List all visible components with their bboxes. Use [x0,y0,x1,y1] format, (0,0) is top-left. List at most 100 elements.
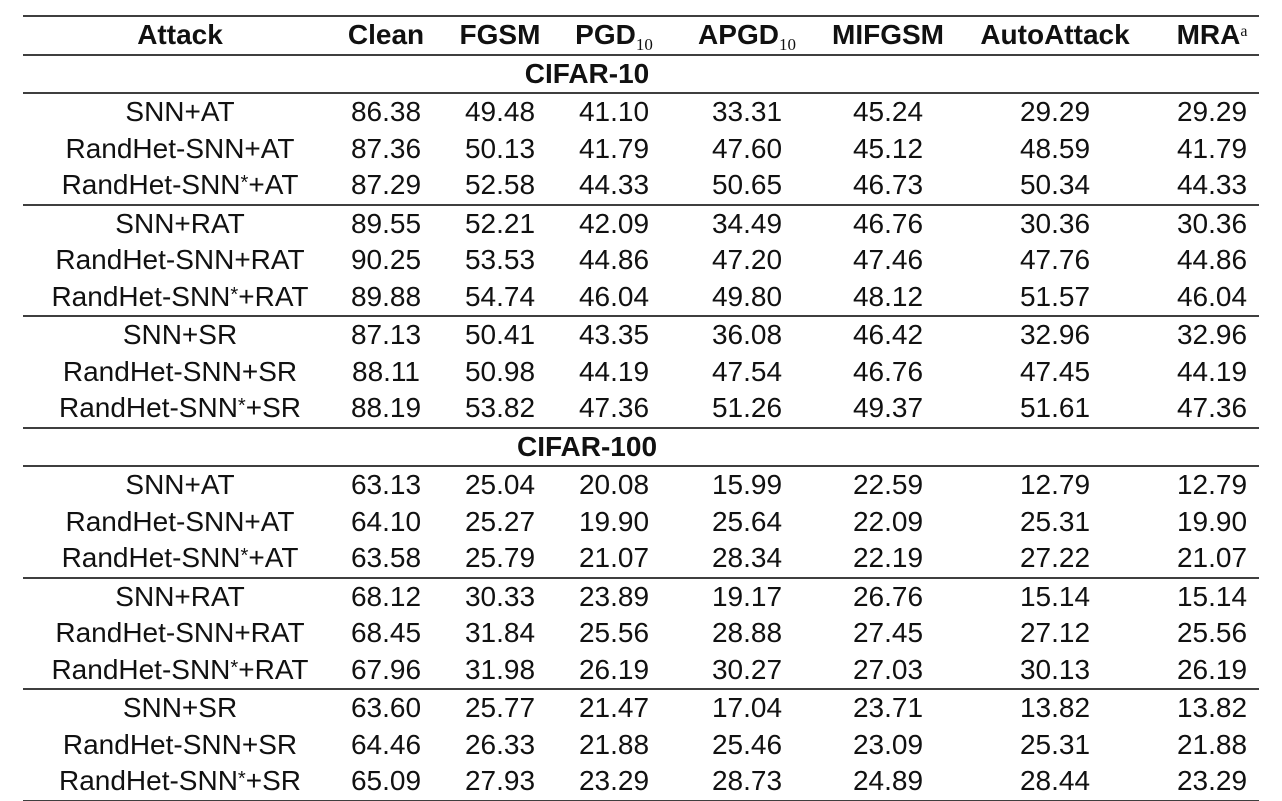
value-cell: 21.47 [578,692,650,723]
value-cell: 28.73 [711,765,783,796]
column-header-autoattack: AutoAttack [980,19,1130,50]
asterisk-superscript: * [240,545,249,567]
value-cell: 19.90 [1176,505,1248,537]
table-row: SNN+RAT 89.55 52.21 42.09 34.49 46.76 30.36 30.… [23,205,1259,243]
value-cell: 49.48 [464,96,536,127]
value-cell: 28.34 [711,542,783,573]
attack-name-cell: RandHet-SNN+AT [65,505,295,537]
value-cell: 21.07 [578,542,650,573]
table-row: RandHet-SNN*+SR 65.09 27.93 23.29 28.73 24.89… [23,763,1259,801]
value-cell: 28.88 [711,617,783,648]
table-row: SNN+SR 87.13 50.41 43.35 36.08 46.42 32.96 32.9… [23,316,1259,354]
table-row: RandHet-SNN+AT 64.10 25.27 19.90 25.64 22.09 2… [23,504,1259,541]
value-cell: 50.13 [464,132,536,164]
header-row: Attack Clean FGSM PGD10 APGD10 MIFGSM AutoAtta… [23,16,1259,55]
value-cell: 23.09 [852,728,924,760]
attack-name-cell: SNN+SR [122,692,238,723]
table-row: RandHet-SNN+AT 87.36 50.13 41.79 47.60 45.12 4… [23,131,1259,168]
value-cell: 87.29 [350,169,422,200]
attack-name-cell: RandHet-SNN*+RAT [51,280,309,312]
value-cell: 65.09 [350,765,422,796]
section-title-row: CIFAR-10 [23,55,1259,93]
value-cell: 68.45 [350,617,422,648]
value-cell: 47.36 [578,392,650,423]
value-cell: 29.29 [1019,96,1091,127]
value-cell: 46.42 [852,319,924,350]
value-cell: 25.77 [464,692,536,723]
value-cell: 26.33 [464,728,536,760]
value-cell: 49.37 [852,392,924,423]
value-cell: 47.46 [852,244,924,275]
value-cell: 19.17 [711,580,783,612]
section-title-row: CIFAR-100 [23,428,1259,467]
table-row: RandHet-SNN*+RAT 89.88 54.74 46.04 49.80 48.1… [23,279,1259,316]
asterisk-superscript: * [230,656,239,679]
value-cell: 32.96 [1019,319,1091,350]
table-row: SNN+RAT 68.12 30.33 23.89 19.17 26.76 15.14 15.… [23,578,1259,616]
value-cell: 41.10 [578,96,650,127]
asterisk-superscript: * [237,395,246,417]
column-header-mifgsm: MIFGSM [832,19,944,50]
value-cell: 26.19 [1176,653,1248,685]
value-cell: 15.14 [1019,580,1091,612]
table-row: RandHet-SNN+SR 64.46 26.33 21.88 25.46 23.09 2… [23,727,1259,764]
value-cell: 89.88 [350,280,422,312]
attack-name-cell: RandHet-SNN*+RAT [51,653,309,685]
value-cell: 88.19 [350,392,422,423]
value-cell: 64.46 [350,728,422,760]
table-row: SNN+SR 63.60 25.77 21.47 17.04 23.71 13.82 13.8… [23,689,1259,727]
value-cell: 90.25 [350,244,422,275]
value-cell: 67.96 [350,653,422,685]
value-cell: 27.45 [852,617,924,648]
value-cell: 29.29 [1176,96,1248,127]
column-header-mra: MRAa [1176,19,1248,50]
value-cell: 25.46 [711,728,783,760]
attack-name-cell: RandHet-SNN+RAT [55,617,305,648]
table-row: RandHet-SNN*+RAT 67.96 31.98 26.19 30.27 27.0… [23,652,1259,689]
value-cell: 53.82 [464,392,536,423]
section-title-cell: CIFAR-100 [23,428,1259,467]
value-cell: 22.19 [852,542,924,573]
value-cell: 20.08 [578,469,650,500]
attack-name-cell: SNN+AT [125,96,235,127]
value-cell: 36.08 [711,319,783,350]
column-subscript: 10 [778,35,796,54]
attack-name-cell: RandHet-SNN*+AT [61,169,299,200]
value-cell: 68.12 [350,580,422,612]
value-cell: 63.13 [350,469,422,500]
value-cell: 25.64 [711,505,783,537]
value-cell: 31.98 [464,653,536,685]
value-cell: 46.76 [852,207,924,239]
value-cell: 22.09 [852,505,924,537]
value-cell: 89.55 [350,207,422,239]
value-cell: 63.60 [350,692,422,723]
value-cell: 23.29 [578,765,650,796]
value-cell: 47.60 [711,132,783,164]
value-cell: 13.82 [1019,692,1091,723]
value-cell: 30.36 [1019,207,1091,239]
value-cell: 48.59 [1019,132,1091,164]
value-cell: 49.80 [711,280,783,312]
value-cell: 87.13 [350,319,422,350]
table-row: RandHet-SNN+RAT 68.45 31.84 25.56 28.88 27.45… [23,615,1259,652]
value-cell: 47.76 [1019,244,1091,275]
column-superscript: a [1240,23,1248,40]
value-cell: 23.29 [1176,765,1248,796]
value-cell: 64.10 [350,505,422,537]
value-cell: 34.49 [711,207,783,239]
attack-name-cell: RandHet-SNN+AT [65,132,295,164]
value-cell: 46.04 [1176,280,1248,312]
value-cell: 52.21 [464,207,536,239]
value-cell: 87.36 [350,132,422,164]
table-row: RandHet-SNN*+AT 63.58 25.79 21.07 28.34 22.19… [23,540,1259,578]
asterisk-superscript: * [237,768,246,790]
value-cell: 13.82 [1176,692,1248,723]
column-header-clean: Clean [347,19,425,50]
value-cell: 25.04 [464,469,536,500]
asterisk-superscript: * [240,172,249,194]
value-cell: 26.76 [852,580,924,612]
value-cell: 44.86 [578,244,650,275]
value-cell: 15.14 [1176,580,1248,612]
value-cell: 46.73 [852,169,924,200]
value-cell: 41.79 [578,132,650,164]
